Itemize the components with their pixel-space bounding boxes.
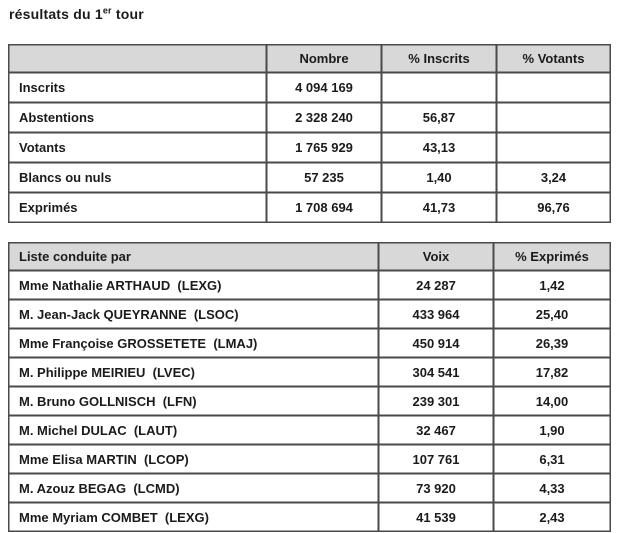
results-row-cell-voix: 107 761: [378, 444, 494, 474]
results-row-cell-voix: 304 541: [378, 357, 494, 387]
results-row-cell-pct_exprimes: 14,00: [493, 386, 611, 416]
results-row: M. Michel DULAC (LAUT) 32 467 1,90: [8, 415, 611, 445]
summary-row-cell-pct_inscrits: 1,40: [381, 162, 497, 193]
summary-row-cell-nombre: 57 235: [266, 162, 382, 193]
summary-row-cell-pct_votants: [496, 102, 611, 133]
results-row-cell-voix: 239 301: [378, 386, 494, 416]
summary-row-cell-label: Blancs ou nuls: [8, 162, 267, 193]
summary-row: Abstentions 2 328 240 56,87: [8, 102, 611, 133]
results-row: M. Bruno GOLLNISCH (LFN) 239 301 14,00: [8, 386, 611, 416]
results-header-voix: Voix: [378, 242, 494, 271]
summary-table-header: Nombre % Inscrits % Votants: [8, 44, 611, 73]
results-row-cell-liste: Mme Myriam COMBET (LEXG): [8, 502, 379, 532]
results-row-cell-pct_exprimes: 1,90: [493, 415, 611, 445]
results-header-liste: Liste conduite par: [8, 242, 379, 271]
page-title: résultats du 1er tour: [9, 5, 610, 23]
summary-row: Votants 1 765 929 43,13: [8, 132, 611, 163]
results-row-cell-liste: M. Michel DULAC (LAUT): [8, 415, 379, 445]
results-row-cell-pct_exprimes: 1,42: [493, 270, 611, 300]
summary-header-nombre: Nombre: [266, 44, 382, 73]
results-row-cell-liste: M. Azouz BEGAG (LCMD): [8, 473, 379, 503]
summary-row: Blancs ou nuls 57 235 1,40 3,24: [8, 162, 611, 193]
results-row-cell-pct_exprimes: 17,82: [493, 357, 611, 387]
summary-row-cell-pct_votants: [496, 72, 611, 103]
results-row-cell-liste: M. Philippe MEIRIEU (LVEC): [8, 357, 379, 387]
summary-row-cell-nombre: 1 708 694: [266, 192, 382, 223]
results-row-cell-voix: 41 539: [378, 502, 494, 532]
page-title-superscript: er: [102, 5, 112, 16]
results-row-cell-liste: Mme Nathalie ARTHAUD (LEXG): [8, 270, 379, 300]
results-row-cell-liste: Mme Elisa MARTIN (LCOP): [8, 444, 379, 474]
summary-table: Nombre % Inscrits % Votants Inscrits 4 09…: [8, 44, 611, 223]
summary-header-pct-votants: % Votants: [496, 44, 611, 73]
results-row-cell-liste: M. Bruno GOLLNISCH (LFN): [8, 386, 379, 416]
summary-row-cell-pct_votants: [496, 132, 611, 163]
summary-header-empty: [8, 44, 267, 73]
results-row-cell-pct_exprimes: 26,39: [493, 328, 611, 358]
summary-row-cell-pct_inscrits: 56,87: [381, 102, 497, 133]
summary-row-cell-nombre: 1 765 929: [266, 132, 382, 163]
results-row-cell-pct_exprimes: 6,31: [493, 444, 611, 474]
results-row: Mme Elisa MARTIN (LCOP) 107 761 6,31: [8, 444, 611, 474]
page-title-prefix: résultats du 1: [9, 6, 103, 22]
results-row: M. Philippe MEIRIEU (LVEC) 304 541 17,82: [8, 357, 611, 387]
summary-row: Inscrits 4 094 169: [8, 72, 611, 103]
summary-row: Exprimés 1 708 694 41,73 96,76: [8, 192, 611, 223]
summary-row-cell-label: Votants: [8, 132, 267, 163]
results-row-cell-voix: 24 287: [378, 270, 494, 300]
results-row-cell-liste: M. Jean-Jack QUEYRANNE (LSOC): [8, 299, 379, 329]
results-table-body: Mme Nathalie ARTHAUD (LEXG) 24 287 1,42 M. …: [8, 270, 611, 532]
summary-header-row: Nombre % Inscrits % Votants: [8, 44, 611, 73]
summary-row-cell-pct_votants: 3,24: [496, 162, 611, 193]
summary-row-cell-nombre: 2 328 240: [266, 102, 382, 133]
results-row: M. Jean-Jack QUEYRANNE (LSOC) 433 964 25,4…: [8, 299, 611, 329]
summary-row-cell-pct_inscrits: [381, 72, 497, 103]
results-row-cell-voix: 433 964: [378, 299, 494, 329]
results-row-cell-liste: Mme Françoise GROSSETETE (LMAJ): [8, 328, 379, 358]
summary-table-body: Inscrits 4 094 169 Abstentions 2 328 240 56,…: [8, 72, 611, 223]
results-row: Mme Françoise GROSSETETE (LMAJ) 450 914 26…: [8, 328, 611, 358]
summary-header-pct-inscrits: % Inscrits: [381, 44, 497, 73]
results-row: Mme Myriam COMBET (LEXG) 41 539 2,43: [8, 502, 611, 532]
results-header-pct-exprimes: % Exprimés: [493, 242, 611, 271]
results-row-cell-pct_exprimes: 4,33: [493, 473, 611, 503]
results-table: Liste conduite par Voix % Exprimés Mme N…: [8, 242, 611, 532]
results-row-cell-voix: 32 467: [378, 415, 494, 445]
page-title-suffix: tour: [111, 6, 144, 22]
summary-row-cell-label: Inscrits: [8, 72, 267, 103]
results-row: M. Azouz BEGAG (LCMD) 73 920 4,33: [8, 473, 611, 503]
summary-row-cell-label: Exprimés: [8, 192, 267, 223]
results-row-cell-pct_exprimes: 2,43: [493, 502, 611, 532]
results-header-row: Liste conduite par Voix % Exprimés: [8, 242, 611, 271]
results-row: Mme Nathalie ARTHAUD (LEXG) 24 287 1,42: [8, 270, 611, 300]
summary-row-cell-pct_votants: 96,76: [496, 192, 611, 223]
results-row-cell-voix: 450 914: [378, 328, 494, 358]
summary-row-cell-label: Abstentions: [8, 102, 267, 133]
summary-row-cell-pct_inscrits: 43,13: [381, 132, 497, 163]
results-table-header: Liste conduite par Voix % Exprimés: [8, 242, 611, 271]
results-row-cell-pct_exprimes: 25,40: [493, 299, 611, 329]
results-row-cell-voix: 73 920: [378, 473, 494, 503]
summary-row-cell-nombre: 4 094 169: [266, 72, 382, 103]
summary-row-cell-pct_inscrits: 41,73: [381, 192, 497, 223]
